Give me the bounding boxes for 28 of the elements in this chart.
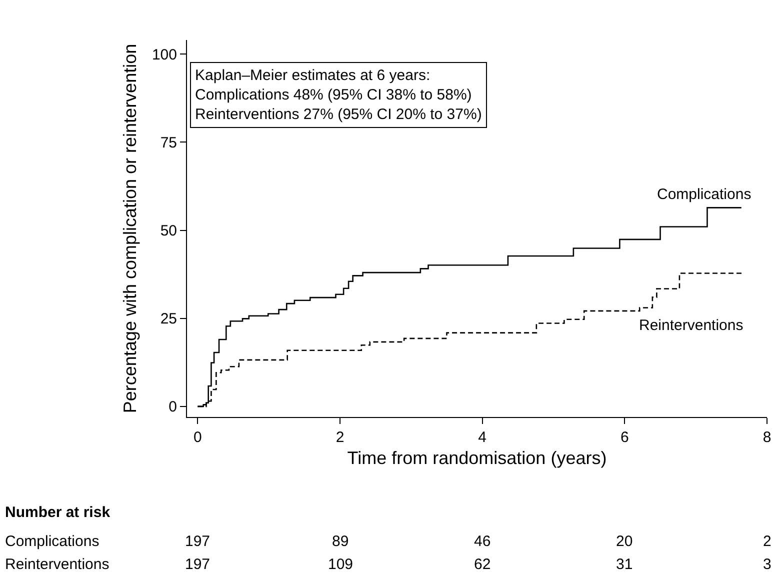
text: 2 [763, 533, 772, 550]
text: 3 [763, 556, 772, 573]
annotation: Kaplan–Meier estimates at 6 years: Complications 48% (95% CI 38% to 58%) Reinterventions 27% (95% CI 20% to 37%) [195, 67, 482, 123]
text: 20 [616, 533, 633, 550]
text: 46 [474, 533, 491, 550]
y-tick-label: 100 [152, 46, 177, 64]
x-tick-label: 6 [620, 429, 629, 446]
text: 109 [328, 556, 354, 573]
text: Complications [5, 533, 100, 550]
x-tick-label: 8 [762, 429, 772, 446]
text: Number at risk [5, 504, 111, 521]
series-label: Reinterventions [639, 317, 744, 334]
x-tick-label: 0 [194, 429, 202, 446]
x-tick-label: 4 [478, 429, 487, 446]
y-tick-label: 25 [160, 310, 177, 328]
text: 197 [185, 533, 210, 550]
text: 62 [474, 556, 491, 573]
y-tick-label: 75 [160, 134, 177, 152]
text: Reinterventions [5, 556, 110, 573]
text: 31 [616, 556, 633, 573]
y-tick-label: 50 [160, 222, 177, 240]
series-label: Complications [657, 186, 752, 203]
y-tick-label: 0 [168, 398, 177, 416]
text: 89 [332, 533, 349, 550]
text: 197 [185, 556, 210, 573]
x-tick-label: 2 [336, 429, 344, 446]
x-axis-title: Time from randomisation (years) [347, 448, 607, 468]
y-axis-title: Percentage with complication or reintervention [120, 44, 140, 414]
